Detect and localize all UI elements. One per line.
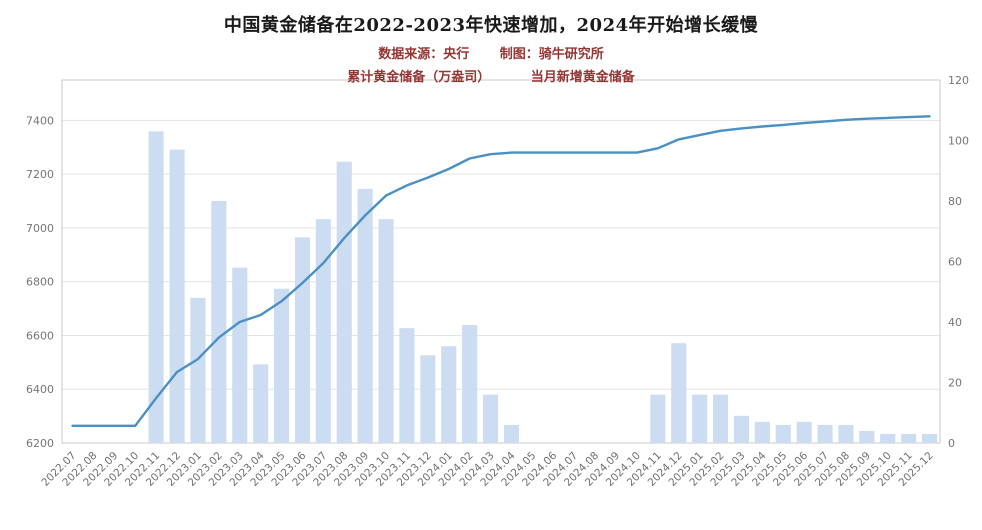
monthly-addition-bar (713, 394, 729, 443)
monthly-addition-bar (733, 415, 749, 443)
monthly-addition-bar (315, 219, 331, 443)
monthly-addition-bar (817, 424, 833, 443)
chart-title: 中国黄金储备在2022-2023年快速增加，2024年开始增长缓慢 (223, 15, 759, 36)
right-axis-tick-label: 0 (948, 437, 955, 450)
right-axis-tick-label: 20 (948, 377, 962, 390)
monthly-addition-bar (503, 424, 519, 443)
monthly-addition-bar (650, 394, 666, 443)
plot-border (61, 79, 941, 444)
monthly-addition-bar (441, 346, 457, 443)
left-axis-tick-label: 6200 (26, 437, 54, 450)
monthly-addition-bar (294, 237, 310, 443)
credit-label: 制图：骑牛研究所 (499, 47, 604, 62)
monthly-addition-bar (399, 328, 415, 443)
monthly-addition-bar (357, 188, 373, 443)
chart-subtitle: 数据来源：央行 制图：骑牛研究所 (0, 43, 982, 62)
monthly-addition-bar (378, 219, 394, 443)
data-source-label: 数据来源：央行 (378, 47, 470, 62)
left-axis-tick-label: 6800 (26, 276, 54, 289)
left-axis-tick-label: 6400 (26, 383, 54, 396)
left-axis-tick-label: 7400 (26, 114, 54, 127)
monthly-addition-bar (462, 325, 478, 443)
monthly-addition-bar (901, 433, 917, 443)
legend-line-series: 累计黄金储备（万盎司） (347, 70, 491, 85)
monthly-addition-bar (483, 394, 499, 443)
right-axis-tick-label: 80 (948, 195, 962, 208)
right-axis-tick-label: 120 (948, 74, 969, 87)
right-axis-tick-label: 100 (948, 135, 969, 148)
monthly-addition-bar (336, 161, 352, 443)
monthly-addition-bar (190, 297, 206, 443)
monthly-addition-bar (274, 288, 290, 443)
monthly-addition-bar (253, 364, 269, 443)
right-axis-tick-label: 40 (948, 316, 962, 329)
monthly-addition-bar (148, 131, 164, 443)
monthly-addition-bar (922, 433, 938, 443)
monthly-addition-bar (838, 424, 854, 443)
legend-bar-series: 当月新增黄金储备 (530, 70, 635, 85)
chart-legend: 累计黄金储备（万盎司） 当月新增黄金储备 (0, 66, 982, 85)
chart-header: 中国黄金储备在2022-2023年快速增加，2024年开始增长缓慢 数据来源：央… (0, 0, 982, 85)
monthly-addition-bar (232, 267, 248, 443)
monthly-addition-bar (754, 421, 770, 443)
monthly-addition-bar (671, 343, 687, 443)
left-axis-tick-label: 7200 (26, 168, 54, 181)
monthly-addition-bar (420, 355, 436, 443)
monthly-addition-bar (880, 433, 896, 443)
monthly-addition-bar (692, 394, 708, 443)
monthly-addition-bar (775, 424, 791, 443)
left-axis-tick-label: 7000 (26, 222, 54, 235)
monthly-addition-bar (859, 430, 875, 443)
left-axis-tick-label: 6600 (26, 329, 54, 342)
cumulative-reserves-line (71, 115, 931, 427)
right-axis-tick-label: 60 (948, 256, 962, 269)
monthly-addition-bar (796, 421, 812, 443)
monthly-addition-bar (211, 201, 227, 443)
monthly-addition-bar (169, 149, 185, 443)
